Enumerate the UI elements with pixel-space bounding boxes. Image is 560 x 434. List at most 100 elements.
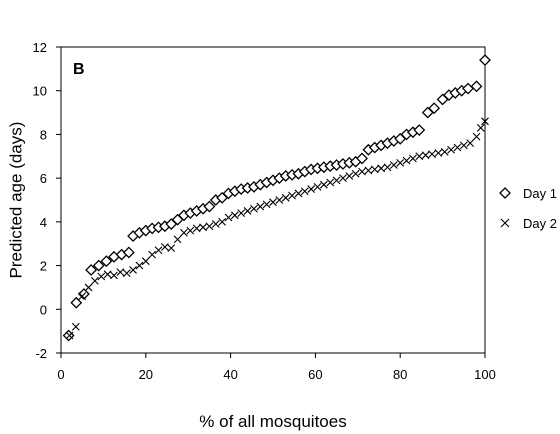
series-day-2 xyxy=(65,117,489,340)
day-1-point xyxy=(413,124,426,136)
day-1-point xyxy=(203,200,216,213)
day-2-point xyxy=(300,187,309,196)
day-2-point xyxy=(396,158,405,167)
day-2-point xyxy=(459,141,468,150)
day-2-point xyxy=(434,149,443,157)
x-tick-label: 80 xyxy=(393,367,407,382)
day-2-point xyxy=(275,196,284,204)
day-2-point xyxy=(402,156,411,165)
x-tick-label: 60 xyxy=(308,367,322,382)
x-tick-label: 40 xyxy=(223,367,237,382)
day-2-point xyxy=(237,209,246,218)
day-2-point xyxy=(173,235,182,244)
day-2-point xyxy=(71,322,80,331)
day-2-point xyxy=(148,250,157,259)
day-2-point xyxy=(154,246,163,255)
x-tick-label: 20 xyxy=(139,367,153,382)
day-2-point xyxy=(364,166,373,175)
legend-label-day-2: Day 2 xyxy=(523,216,557,231)
day-2-point xyxy=(250,204,258,213)
x-axis-ticks: 0 20 40 60 80 100 xyxy=(57,353,496,382)
day-1-point xyxy=(122,246,135,259)
day-2-point xyxy=(199,223,207,232)
day-2-point xyxy=(307,185,316,193)
day-2-point xyxy=(129,266,137,274)
y-tick-label: 12 xyxy=(33,40,47,55)
day-2-point xyxy=(440,148,449,156)
legend-item-day-2: Day 2 xyxy=(500,216,557,231)
day-2-point xyxy=(103,270,112,279)
day-2-point xyxy=(262,200,271,209)
day-2-point xyxy=(377,164,386,173)
day-2-point xyxy=(288,191,296,200)
day-2-point xyxy=(339,174,347,183)
day-2-point xyxy=(332,176,341,185)
legend: Day 1 Day 2 xyxy=(499,186,557,231)
day-1-point xyxy=(92,259,105,272)
day-2-point xyxy=(313,182,322,191)
day-2-point xyxy=(122,269,131,278)
y-tick-label: 10 xyxy=(33,84,47,99)
x-axis-title: % of all mosquitoes xyxy=(199,412,346,431)
day-2-point xyxy=(415,152,424,161)
y-axis-ticks: -2 0 2 4 6 8 10 12 xyxy=(33,40,61,361)
day-2-point xyxy=(230,211,239,220)
day-1-point xyxy=(62,329,75,342)
panel-label: B xyxy=(73,61,85,78)
legend-label-day-1: Day 1 xyxy=(523,186,557,201)
day-2-point xyxy=(192,224,201,233)
day-1-point xyxy=(428,102,441,115)
day-2-point xyxy=(141,257,150,266)
day-1-point xyxy=(100,255,113,268)
y-tick-label: 6 xyxy=(40,171,47,186)
day-2-point xyxy=(180,228,188,237)
day-2-point xyxy=(205,222,214,231)
day-2-point xyxy=(116,268,125,277)
day-2-point xyxy=(428,150,436,158)
day-2-point xyxy=(97,272,106,281)
day-2-point xyxy=(351,169,360,178)
day-2-point xyxy=(243,207,252,215)
day-2-point xyxy=(160,243,169,251)
day-2-point xyxy=(256,202,265,211)
plot-area-frame xyxy=(60,46,486,354)
day-2-point xyxy=(281,193,290,202)
day-2-point xyxy=(78,292,87,301)
day-2-point xyxy=(211,220,220,228)
day-2-point xyxy=(224,213,233,222)
day-2-point xyxy=(110,271,118,280)
day-2-point xyxy=(91,276,99,285)
x-tick-label: 0 xyxy=(57,367,64,382)
day-2-point xyxy=(167,244,176,252)
y-axis-title: Predicted age (days) xyxy=(6,122,25,279)
day-2-point xyxy=(383,163,392,172)
legend-x-marker xyxy=(500,218,510,228)
day-2-point xyxy=(345,172,354,180)
day-2-point xyxy=(370,165,379,174)
day-2-point xyxy=(135,261,144,270)
series-day-1 xyxy=(62,54,491,342)
day-2-point xyxy=(186,226,195,235)
day-2-point xyxy=(294,189,303,198)
day-2-point xyxy=(421,151,430,160)
day-2-point xyxy=(476,123,485,132)
day-2-point xyxy=(358,167,366,176)
legend-diamond-marker xyxy=(499,187,511,199)
day-2-point xyxy=(269,198,277,207)
day-2-point xyxy=(447,145,455,154)
day-2-point xyxy=(218,217,227,226)
y-tick-label: 0 xyxy=(40,302,47,317)
day-1-point xyxy=(70,296,83,309)
day-1-point xyxy=(470,80,483,93)
day-2-point xyxy=(472,132,481,141)
x-tick-label: 100 xyxy=(474,367,496,382)
day-2-point xyxy=(326,178,335,187)
day-1-point xyxy=(356,152,368,165)
y-tick-label: 4 xyxy=(40,215,47,230)
day-2-point xyxy=(84,283,93,292)
legend-item-day-1: Day 1 xyxy=(499,186,557,201)
day-1-point xyxy=(85,264,98,276)
day-1-point xyxy=(479,54,491,67)
y-tick-label: 2 xyxy=(40,259,47,274)
